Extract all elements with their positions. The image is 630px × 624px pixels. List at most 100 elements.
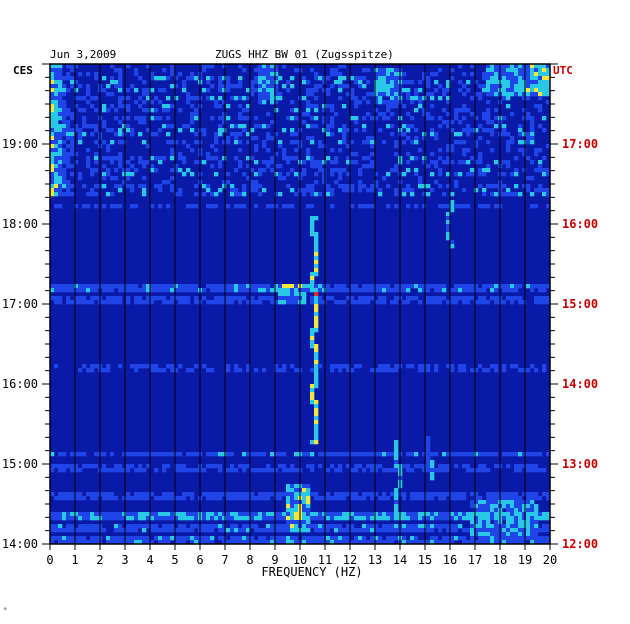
- spectrogram-cell: [414, 296, 419, 301]
- x-tick-label: 10: [293, 553, 307, 567]
- spectrogram-cell: [254, 188, 259, 193]
- spectrogram-cell: [354, 452, 359, 457]
- spectrogram-cell: [110, 496, 115, 501]
- spectrogram-cell: [514, 532, 519, 537]
- spectrogram-cell: [194, 540, 199, 545]
- spectrogram-cell: [170, 188, 175, 193]
- spectrogram-cell: [530, 88, 535, 93]
- spectrogram-cell: [162, 296, 167, 301]
- spectrogram-cell: [318, 528, 323, 533]
- spectrogram-cell: [410, 100, 415, 105]
- spectrogram-cell: [54, 204, 59, 209]
- spectrogram-cell: [394, 364, 399, 369]
- spectrogram-cell: [290, 132, 295, 137]
- spectrogram-cell: [474, 496, 479, 501]
- spectrogram-cell: [486, 84, 491, 89]
- spectrogram-cell: [170, 104, 175, 109]
- spectrogram-cell: [526, 520, 531, 525]
- spectrogram-cell: [474, 368, 479, 373]
- spectrogram-cell: [394, 536, 399, 541]
- spectrogram-cell: [110, 536, 115, 541]
- spectrogram-cell: [450, 512, 455, 517]
- spectrogram-cell: [118, 72, 123, 77]
- spectrogram-cell: [102, 452, 107, 457]
- spectrogram-cell: [514, 528, 519, 533]
- spectrogram-cell: [226, 516, 231, 521]
- spectrogram-cell: [482, 296, 487, 301]
- spectrogram-cell: [242, 184, 247, 189]
- spectrogram-cell: [222, 528, 227, 533]
- spectrogram-cell: [250, 540, 255, 545]
- spectrogram-cell: [382, 100, 387, 105]
- spectrogram-cell: [422, 72, 427, 77]
- spectrogram-cell: [182, 516, 187, 521]
- spectrogram-cell: [222, 100, 227, 105]
- spectrogram-cell: [366, 136, 371, 141]
- spectrogram-cell: [418, 104, 423, 109]
- spectrogram-cell: [234, 516, 239, 521]
- spectrogram-cell: [518, 468, 523, 473]
- spectrogram-cell: [478, 504, 483, 509]
- spectrogram-cell: [338, 184, 343, 189]
- spectrogram-cell: [262, 124, 267, 129]
- spectrogram-cell: [146, 364, 151, 369]
- spectrogram-cell: [106, 172, 111, 177]
- spectrogram-cell: [430, 472, 435, 477]
- spectrogram-cell: [494, 464, 499, 469]
- spectrogram-cell: [242, 512, 247, 517]
- spectrogram-cell: [538, 184, 543, 189]
- spectrogram-cell: [122, 536, 127, 541]
- spectrogram-cell: [338, 512, 343, 517]
- spectrogram-cell: [290, 300, 295, 305]
- spectrogram-cell: [162, 284, 167, 289]
- spectrogram-cell: [54, 300, 59, 305]
- spectrogram-cell: [110, 296, 115, 301]
- spectrogram-cell: [502, 132, 507, 137]
- spectrogram-cell: [302, 528, 307, 533]
- spectrogram-cell: [318, 300, 323, 305]
- spectrogram-cell: [390, 104, 395, 109]
- spectrogram-cell: [70, 132, 75, 137]
- spectrogram-cell: [334, 300, 339, 305]
- spectrogram-cell: [466, 464, 471, 469]
- spectrogram-cell: [230, 492, 235, 497]
- spectrogram-cell: [234, 84, 239, 89]
- spectrogram-cell: [250, 512, 255, 517]
- spectrogram-cell: [542, 88, 547, 93]
- spectrogram-cell: [138, 492, 143, 497]
- spectrogram-cell: [462, 496, 467, 501]
- spectrogram-cell: [518, 520, 523, 525]
- spectrogram-cell: [494, 452, 499, 457]
- spectrogram-cell: [206, 492, 211, 497]
- spectrogram-cell: [370, 204, 375, 209]
- spectrogram-cell: [330, 68, 335, 73]
- spectrogram-cell: [70, 76, 75, 81]
- spectrogram-cell: [334, 468, 339, 473]
- spectrogram-cell: [114, 516, 119, 521]
- spectrogram-cell: [302, 300, 307, 305]
- spectrogram-cell: [282, 540, 287, 545]
- spectrogram-cell: [446, 80, 451, 85]
- spectrogram-cell: [202, 296, 207, 301]
- spectrogram-cell: [454, 464, 459, 469]
- spectrogram-cell: [530, 532, 535, 537]
- spectrogram-cell: [74, 528, 79, 533]
- spectrogram-cell: [510, 92, 515, 97]
- spectrogram-cell: [426, 444, 431, 449]
- spectrogram-cell: [366, 464, 371, 469]
- spectrogram-cell: [190, 148, 195, 153]
- x-tick-label: 5: [171, 553, 178, 567]
- spectrogram-cell: [182, 172, 187, 177]
- spectrogram-cell: [470, 284, 475, 289]
- spectrogram-cell: [462, 104, 467, 109]
- spectrogram-cell: [506, 520, 511, 525]
- spectrogram-cell: [422, 184, 427, 189]
- spectrogram-cell: [426, 192, 431, 197]
- spectrogram-cell: [90, 96, 95, 101]
- spectrogram-cell: [342, 76, 347, 81]
- spectrogram-cell: [358, 168, 363, 173]
- spectrogram-cell: [390, 84, 395, 89]
- spectrogram-cell: [178, 188, 183, 193]
- spectrogram-cell: [530, 520, 535, 525]
- spectrogram-cell: [346, 528, 351, 533]
